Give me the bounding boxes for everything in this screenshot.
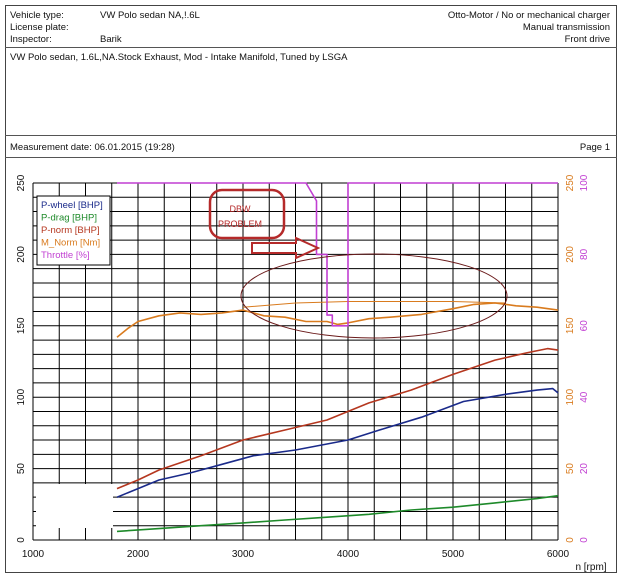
annotation-text-line1: DBW [230,204,252,214]
y-tick-label-left: 200 [16,246,27,263]
y-tick-label-left: 250 [16,174,27,191]
y-tick-label-torque: 100 [565,388,576,405]
y-tick-label-throttle: 20 [579,463,590,475]
legend-entry: M_Norm [Nm] [41,238,100,249]
vehicle-type-value: VW Polo sedan NA,!.6L [100,10,200,21]
chart-legend: P-wheel [BHP] P-drag [BHP]P-norm [BHP] M_N… [36,195,111,266]
page-number: Page 1 [579,142,610,153]
y-tick-label-torque: 50 [565,463,576,475]
x-tick-label: 1000 [22,549,45,560]
y-tick-label-throttle: 60 [579,320,590,332]
x-tick-label: 2000 [127,549,150,560]
date-divider [5,157,617,158]
license-plate-label: License plate: [10,22,69,33]
annotation-box [208,188,286,240]
series-p-wheel [116,387,559,498]
series-p-drag [116,494,559,533]
series-p-norm [116,347,559,490]
report-frame [5,5,617,573]
chart-series [116,182,559,533]
scan-mask [36,484,113,528]
series-torque-reference [242,301,506,308]
header-divider [5,47,617,48]
chart-axes: 0 50 100 150 200 250 0 50 100 150 200 250 0 20 40 60 80 1… [16,174,607,573]
series-mnorm [116,302,559,338]
x-tick-label: 5000 [442,549,465,560]
y-tick-label-throttle: 100 [579,174,590,191]
engine-info: Otto-Motor / No or mechanical charger [447,10,610,21]
legend-entry: Throttle [%] [41,250,90,261]
y-tick-label-throttle: 0 [579,537,590,543]
chart-grid [32,182,559,541]
y-tick-label-torque: 250 [565,174,576,191]
highlight-ellipse [240,253,508,339]
y-tick-label-left: 0 [16,537,27,543]
x-tick-label: 6000 [547,549,570,560]
legend-entry: P-drag [BHP] [41,213,97,224]
measurement-date: Measurement date: 06.01.2015 (19:28) [10,142,175,153]
inspector-label: Inspector: [10,34,52,45]
vehicle-description: VW Polo sedan, 1.6L,NA.Stock Exhaust, Mo… [10,52,348,63]
legend-entry: P-wheel [BHP] [41,200,103,211]
dbw-annotation: DBW PROBLEM [208,188,508,339]
y-tick-label-left: 150 [16,317,27,334]
x-tick-label: 3000 [232,549,255,560]
legend-entry: P-norm [BHP] [41,225,100,236]
annotation-arrow [251,236,321,260]
vehicle-type-label: Vehicle type: [10,10,64,21]
annotation-text-line2: PROBLEM [218,219,262,229]
legend-box [36,195,111,266]
y-tick-label-throttle: 40 [579,391,590,403]
inspector-value: Barik [100,34,122,45]
y-tick-label-throttle: 80 [579,248,590,260]
description-divider [5,135,617,136]
transmission-info: Manual transmission [522,22,610,33]
y-tick-label-left: 50 [16,463,27,475]
x-tick-label: 4000 [337,549,360,560]
x-axis-label: n [rpm] [575,562,606,573]
y-tick-label-torque: 150 [565,317,576,334]
y-tick-label-left: 100 [16,388,27,405]
y-tick-label-torque: 0 [565,537,576,543]
y-tick-label-torque: 200 [565,246,576,263]
series-throttle [117,182,558,327]
drive-info: Front drive [564,34,610,45]
